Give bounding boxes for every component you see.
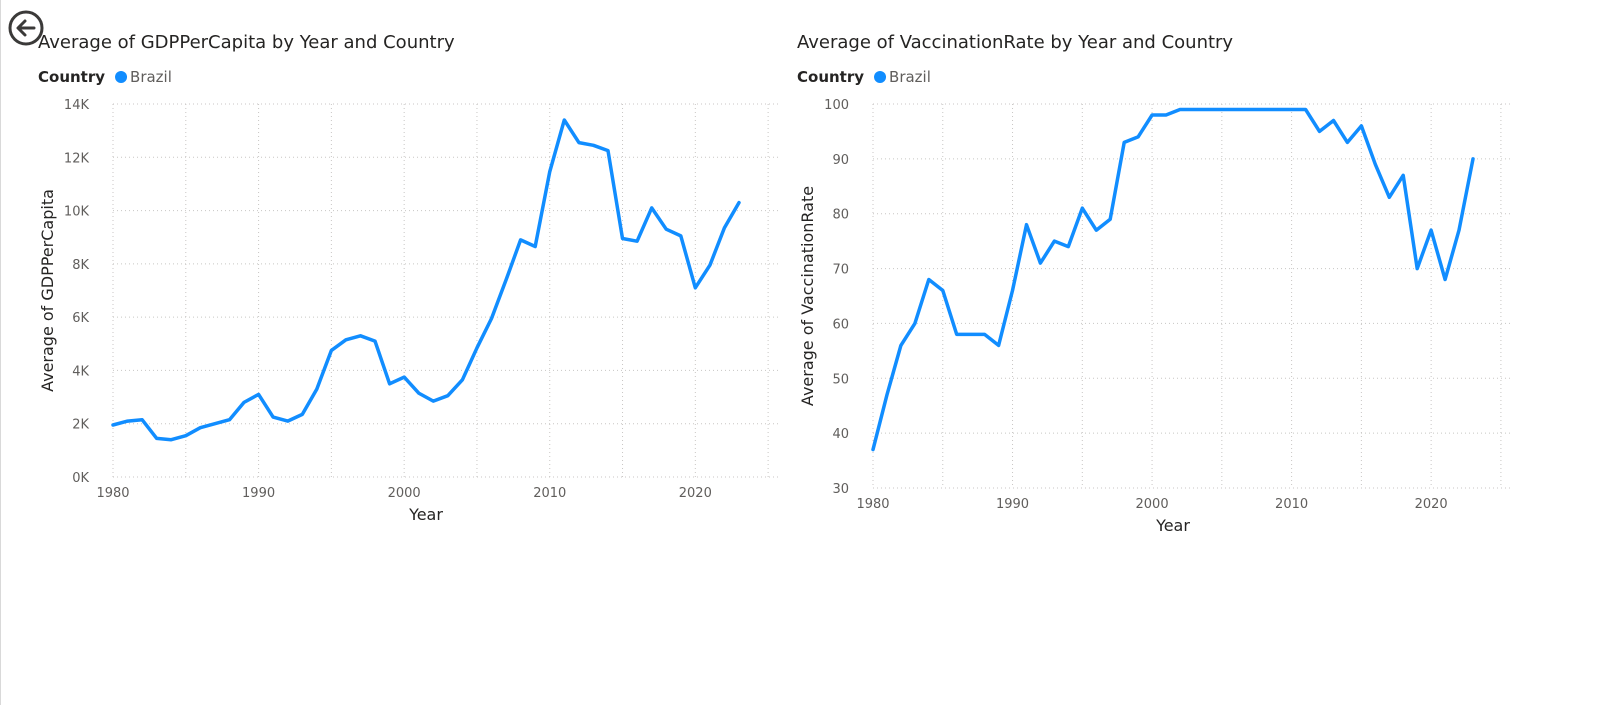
y-tick-label: 6K bbox=[72, 311, 89, 326]
vaccination-line-chart[interactable]: Average of VaccinationRate by Year and C… bbox=[791, 0, 1581, 560]
arrow-left-circle-icon bbox=[8, 10, 44, 46]
y-tick-label: 80 bbox=[832, 208, 849, 223]
legend-title: Country bbox=[797, 68, 864, 86]
x-tick-label: 2020 bbox=[1415, 497, 1448, 512]
x-tick-label: 1990 bbox=[242, 486, 275, 501]
y-tick-label: 50 bbox=[832, 372, 849, 387]
y-tick-label: 100 bbox=[824, 98, 849, 113]
y-axis-title: Average of VaccinationRate bbox=[798, 186, 817, 406]
vaccination-chart-svg: Average of VaccinationRate by Year and C… bbox=[797, 32, 1513, 535]
y-tick-label: 30 bbox=[832, 482, 849, 497]
chart-title: Average of GDPPerCapita by Year and Coun… bbox=[38, 32, 455, 53]
y-tick-label: 90 bbox=[832, 153, 849, 168]
legend-entry[interactable]: Brazil bbox=[889, 68, 931, 86]
y-tick-label: 60 bbox=[832, 317, 849, 332]
gdp-line-chart[interactable]: Average of GDPPerCapita by Year and Coun… bbox=[1, 0, 791, 560]
legend-entry[interactable]: Brazil bbox=[130, 68, 172, 86]
chart-title: Average of VaccinationRate by Year and C… bbox=[797, 32, 1233, 53]
x-axis-title: Year bbox=[408, 505, 443, 524]
y-tick-label: 2K bbox=[72, 418, 89, 433]
x-tick-label: 2010 bbox=[1275, 497, 1308, 512]
back-button[interactable] bbox=[7, 9, 45, 47]
legend-marker bbox=[874, 71, 887, 83]
y-tick-label: 4K bbox=[72, 364, 89, 379]
x-tick-label: 2020 bbox=[679, 486, 712, 501]
y-axis-title: Average of GDPPerCapita bbox=[38, 189, 57, 392]
series-line-brazil[interactable] bbox=[871, 107, 1475, 452]
x-tick-label: 2000 bbox=[388, 486, 421, 501]
y-tick-label: 40 bbox=[832, 427, 849, 442]
x-tick-label: 1980 bbox=[856, 497, 889, 512]
legend-marker bbox=[115, 71, 128, 83]
gdp-chart-svg: Average of GDPPerCapita by Year and Coun… bbox=[38, 32, 779, 524]
y-tick-label: 14K bbox=[64, 98, 90, 113]
y-tick-label: 0K bbox=[72, 471, 89, 486]
x-tick-label: 1980 bbox=[96, 486, 129, 501]
x-axis-title: Year bbox=[1155, 516, 1190, 535]
y-tick-label: 12K bbox=[64, 151, 90, 166]
x-tick-label: 1990 bbox=[996, 497, 1029, 512]
series-line-brazil[interactable] bbox=[111, 118, 741, 442]
y-tick-label: 70 bbox=[832, 263, 849, 278]
x-tick-label: 2010 bbox=[533, 486, 566, 501]
y-tick-label: 10K bbox=[64, 205, 90, 220]
x-tick-label: 2000 bbox=[1136, 497, 1169, 512]
legend-title: Country bbox=[38, 68, 105, 86]
y-tick-label: 8K bbox=[72, 258, 89, 273]
